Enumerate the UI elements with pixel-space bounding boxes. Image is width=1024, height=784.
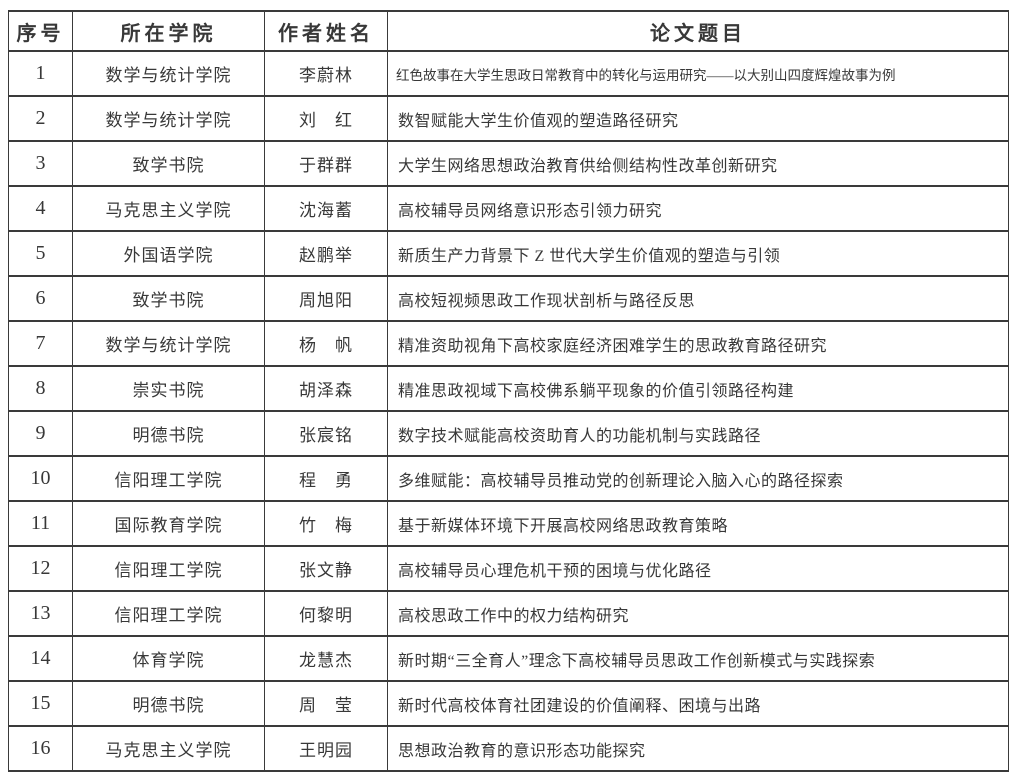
author-cell: 周 莹 bbox=[264, 680, 388, 727]
title-cell: 数智赋能大学生价值观的塑造路径研究 bbox=[387, 95, 1009, 142]
table-row: 4 马克思主义学院 沈海蓄 高校辅导员网络意识形态引领力研究 bbox=[8, 185, 1009, 232]
table-row: 8 崇实书院 胡泽森 精准思政视域下高校佛系躺平现象的价值引领路径构建 bbox=[8, 365, 1009, 412]
title-cell: 新时代高校体育社团建设的价值阐释、困境与出路 bbox=[387, 680, 1009, 727]
table-body: 1 数学与统计学院 李蔚林 红色故事在大学生思政日常教育中的转化与运用研究——以大别山… bbox=[8, 50, 1009, 772]
title-cell: 精准思政视域下高校佛系躺平现象的价值引领路径构建 bbox=[387, 365, 1009, 412]
row-number-cell: 16 bbox=[8, 725, 73, 772]
row-number-cell: 8 bbox=[8, 365, 73, 412]
row-number-cell: 10 bbox=[8, 455, 73, 502]
title-cell: 红色故事在大学生思政日常教育中的转化与运用研究——以大别山四度辉煌故事为例 bbox=[387, 50, 1009, 97]
title-cell: 大学生网络思想政治教育供给侧结构性改革创新研究 bbox=[387, 140, 1009, 187]
author-cell: 胡泽森 bbox=[264, 365, 388, 412]
row-number-cell: 3 bbox=[8, 140, 73, 187]
table-row: 5 外国语学院 赵鹏举 新质生产力背景下 Z 世代大学生价值观的塑造与引领 bbox=[8, 230, 1009, 277]
table-row: 16 马克思主义学院 王明园 思想政治教育的意识形态功能探究 bbox=[8, 725, 1009, 772]
author-cell: 王明园 bbox=[264, 725, 388, 772]
author-cell: 刘 红 bbox=[264, 95, 388, 142]
row-number-cell: 2 bbox=[8, 95, 73, 142]
column-header-title: 论文题目 bbox=[387, 10, 1009, 52]
title-cell: 高校辅导员网络意识形态引领力研究 bbox=[387, 185, 1009, 232]
table-header-row: 序号 所在学院 作者姓名 论文题目 bbox=[8, 10, 1009, 52]
table-row: 13 信阳理工学院 何黎明 高校思政工作中的权力结构研究 bbox=[8, 590, 1009, 637]
row-number-cell: 4 bbox=[8, 185, 73, 232]
college-cell: 马克思主义学院 bbox=[72, 185, 265, 232]
author-cell: 沈海蓄 bbox=[264, 185, 388, 232]
author-cell: 周旭阳 bbox=[264, 275, 388, 322]
row-number-cell: 13 bbox=[8, 590, 73, 637]
college-cell: 信阳理工学院 bbox=[72, 590, 265, 637]
title-cell: 多维赋能：高校辅导员推动党的创新理论入脑入心的路径探索 bbox=[387, 455, 1009, 502]
title-cell: 思想政治教育的意识形态功能探究 bbox=[387, 725, 1009, 772]
table-row: 10 信阳理工学院程 勇多维赋能：高校辅导员推动党的创新理论入脑入心的路径探索 bbox=[8, 455, 1009, 502]
table-row: 12 信阳理工学院 张文静 高校辅导员心理危机干预的困境与优化路径 bbox=[8, 545, 1009, 592]
title-cell: 数字技术赋能高校资助育人的功能机制与实践路径 bbox=[387, 410, 1009, 457]
author-cell: 赵鹏举 bbox=[264, 230, 388, 277]
row-number-cell: 1 bbox=[8, 50, 73, 97]
table-row: 9 明德书院 张宸铭 数字技术赋能高校资助育人的功能机制与实践路径 bbox=[8, 410, 1009, 457]
row-number-cell: 12 bbox=[8, 545, 73, 592]
college-cell: 国际教育学院 bbox=[72, 500, 265, 547]
author-cell: 龙慧杰 bbox=[264, 635, 388, 682]
college-cell: 信阳理工学院 bbox=[72, 545, 265, 592]
author-cell: 张宸铭 bbox=[264, 410, 388, 457]
table-row: 15 明德书院周 莹新时代高校体育社团建设的价值阐释、困境与出路 bbox=[8, 680, 1009, 727]
title-cell: 基于新媒体环境下开展高校网络思政教育策略 bbox=[387, 500, 1009, 547]
row-number-cell: 15 bbox=[8, 680, 73, 727]
table-row: 6 致学书院 周旭阳 高校短视频思政工作现状剖析与路径反思 bbox=[8, 275, 1009, 322]
college-cell: 致学书院 bbox=[72, 140, 265, 187]
table-row: 1 数学与统计学院 李蔚林 红色故事在大学生思政日常教育中的转化与运用研究——以大别山… bbox=[8, 50, 1009, 97]
college-cell: 数学与统计学院 bbox=[72, 320, 265, 367]
column-header-author: 作者姓名 bbox=[264, 10, 388, 52]
college-cell: 信阳理工学院 bbox=[72, 455, 265, 502]
college-cell: 体育学院 bbox=[72, 635, 265, 682]
table-row: 3 致学书院 于群群 大学生网络思想政治教育供给侧结构性改革创新研究 bbox=[8, 140, 1009, 187]
row-number-cell: 7 bbox=[8, 320, 73, 367]
row-number-cell: 5 bbox=[8, 230, 73, 277]
author-cell: 程 勇 bbox=[264, 455, 388, 502]
row-number-cell: 14 bbox=[8, 635, 73, 682]
title-cell: 高校辅导员心理危机干预的困境与优化路径 bbox=[387, 545, 1009, 592]
author-cell: 于群群 bbox=[264, 140, 388, 187]
college-cell: 致学书院 bbox=[72, 275, 265, 322]
college-cell: 马克思主义学院 bbox=[72, 725, 265, 772]
college-cell: 明德书院 bbox=[72, 410, 265, 457]
author-cell: 张文静 bbox=[264, 545, 388, 592]
author-cell: 杨 帆 bbox=[264, 320, 388, 367]
college-cell: 外国语学院 bbox=[72, 230, 265, 277]
author-cell: 李蔚林 bbox=[264, 50, 388, 97]
row-number-cell: 11 bbox=[8, 500, 73, 547]
column-header-college: 所在学院 bbox=[72, 10, 265, 52]
college-cell: 数学与统计学院 bbox=[72, 95, 265, 142]
row-number-cell: 6 bbox=[8, 275, 73, 322]
title-cell: 精准资助视角下高校家庭经济困难学生的思政教育路径研究 bbox=[387, 320, 1009, 367]
title-cell: 高校思政工作中的权力结构研究 bbox=[387, 590, 1009, 637]
table-row: 14 体育学院 龙慧杰 新时期“三全育人”理念下高校辅导员思政工作创新模式与实践探索 bbox=[8, 635, 1009, 682]
table-row: 7 数学与统计学院杨 帆精准资助视角下高校家庭经济困难学生的思政教育路径研究 bbox=[8, 320, 1009, 367]
college-cell: 数学与统计学院 bbox=[72, 50, 265, 97]
title-cell: 高校短视频思政工作现状剖析与路径反思 bbox=[387, 275, 1009, 322]
table-row: 11 国际教育学院竹 梅基于新媒体环境下开展高校网络思政教育策略 bbox=[8, 500, 1009, 547]
table-row: 2 数学与统计学院刘 红数智赋能大学生价值观的塑造路径研究 bbox=[8, 95, 1009, 142]
title-cell: 新质生产力背景下 Z 世代大学生价值观的塑造与引领 bbox=[387, 230, 1009, 277]
college-cell: 崇实书院 bbox=[72, 365, 265, 412]
author-cell: 何黎明 bbox=[264, 590, 388, 637]
paper-list-table: 序号 所在学院 作者姓名 论文题目 1 数学与统计学院 李蔚林 红色故事在大学生思政日… bbox=[8, 10, 1009, 772]
college-cell: 明德书院 bbox=[72, 680, 265, 727]
author-cell: 竹 梅 bbox=[264, 500, 388, 547]
title-cell: 新时期“三全育人”理念下高校辅导员思政工作创新模式与实践探索 bbox=[387, 635, 1009, 682]
row-number-cell: 9 bbox=[8, 410, 73, 457]
column-header-number: 序号 bbox=[8, 10, 73, 52]
